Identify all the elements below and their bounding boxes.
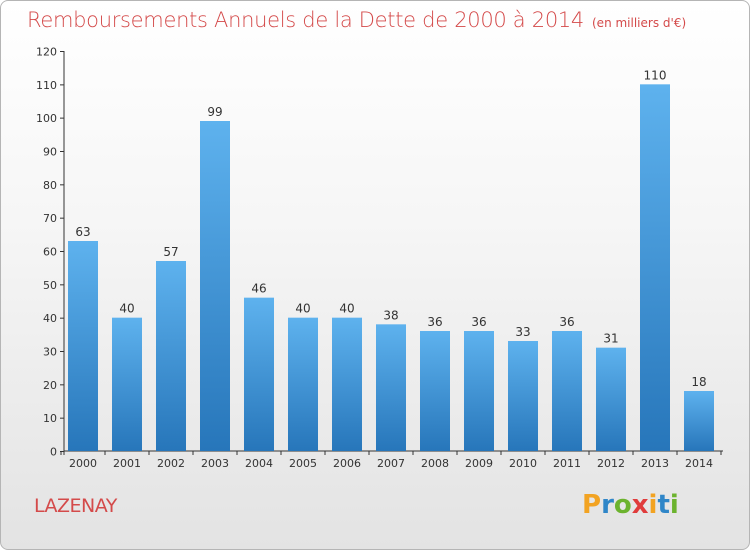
bar (112, 317, 142, 451)
x-tick-label: 2007 (377, 457, 405, 470)
data-label: 99 (207, 105, 222, 119)
data-label: 63 (75, 225, 90, 239)
bar (640, 84, 670, 451)
data-label: 57 (163, 245, 178, 259)
data-label: 36 (559, 315, 574, 329)
data-label: 36 (471, 315, 486, 329)
data-label: 46 (251, 282, 266, 296)
x-tick-label: 2005 (289, 457, 317, 470)
bar (288, 317, 318, 451)
x-tick-label: 2006 (333, 457, 361, 470)
bar (68, 241, 98, 451)
bar (508, 341, 538, 451)
logo-letter: t (657, 490, 670, 520)
bar (156, 261, 186, 451)
x-tick-label: 2001 (113, 457, 141, 470)
y-tick-label: 70 (43, 212, 57, 225)
value-labels: 63 40 57 99 46 40 40 38 36 36 33 36 31 110 18 (75, 68, 706, 389)
x-tick-label: 2010 (509, 457, 537, 470)
y-tick-label: 40 (43, 312, 57, 325)
bar (596, 347, 626, 451)
x-tick-label: 2012 (597, 457, 625, 470)
logo-letter: o (613, 490, 632, 520)
x-tick-label: 2004 (245, 457, 273, 470)
y-tick-label: 0 (50, 446, 57, 459)
bars (68, 84, 714, 451)
y-tick-label: 110 (36, 79, 57, 92)
bar (376, 324, 406, 451)
bar (552, 331, 582, 451)
data-label: 110 (644, 68, 667, 82)
y-tick-label: 60 (43, 246, 57, 259)
data-label: 31 (603, 332, 618, 346)
chart-header: Remboursements Annuels de la Dette de 20… (27, 8, 686, 32)
x-tick-label: 2000 (69, 457, 97, 470)
data-label: 36 (427, 315, 442, 329)
y-tick-label: 10 (43, 412, 57, 425)
bar (200, 121, 230, 451)
x-tick-label: 2014 (685, 457, 713, 470)
logo-letter: r (601, 490, 614, 520)
data-label: 40 (339, 302, 354, 316)
x-tick-label: 2003 (201, 457, 229, 470)
logo-letter: P (582, 490, 602, 520)
y-tick-label: 50 (43, 279, 57, 292)
logo-letter: i (648, 490, 658, 520)
bar (684, 391, 714, 451)
bar (332, 317, 362, 451)
y-tick-label: 90 (43, 146, 57, 159)
place-label: LAZENAY (34, 495, 117, 517)
x-tick-label: 2011 (553, 457, 581, 470)
data-label: 40 (295, 302, 310, 316)
data-label: 33 (515, 325, 530, 339)
y-tick-label: 120 (36, 46, 57, 59)
y-tick-label: 100 (36, 112, 57, 125)
chart-title: Remboursements Annuels de la Dette de 20… (27, 8, 584, 32)
x-tick-label: 2013 (641, 457, 669, 470)
logo-letter: i (669, 490, 679, 520)
y-tick-label: 80 (43, 179, 57, 192)
x-tick-label: 2002 (157, 457, 185, 470)
logo-letter: x (631, 490, 649, 520)
y-tick-label: 30 (43, 346, 57, 359)
x-tick-label: 2008 (421, 457, 449, 470)
bar (464, 331, 494, 451)
y-tick-label: 20 (43, 379, 57, 392)
proxiti-logo: Proxiti (582, 490, 679, 520)
bar (244, 297, 274, 451)
data-label: 40 (119, 302, 134, 316)
x-tick-label: 2009 (465, 457, 493, 470)
data-label: 38 (383, 308, 398, 322)
bar (420, 331, 450, 451)
axes: 0 10 20 30 40 50 60 70 80 90 100 110 120 2000 2001 2002… (36, 46, 723, 470)
data-label: 18 (691, 375, 706, 389)
chart-unit-note: (en milliers d'€) (592, 16, 687, 30)
